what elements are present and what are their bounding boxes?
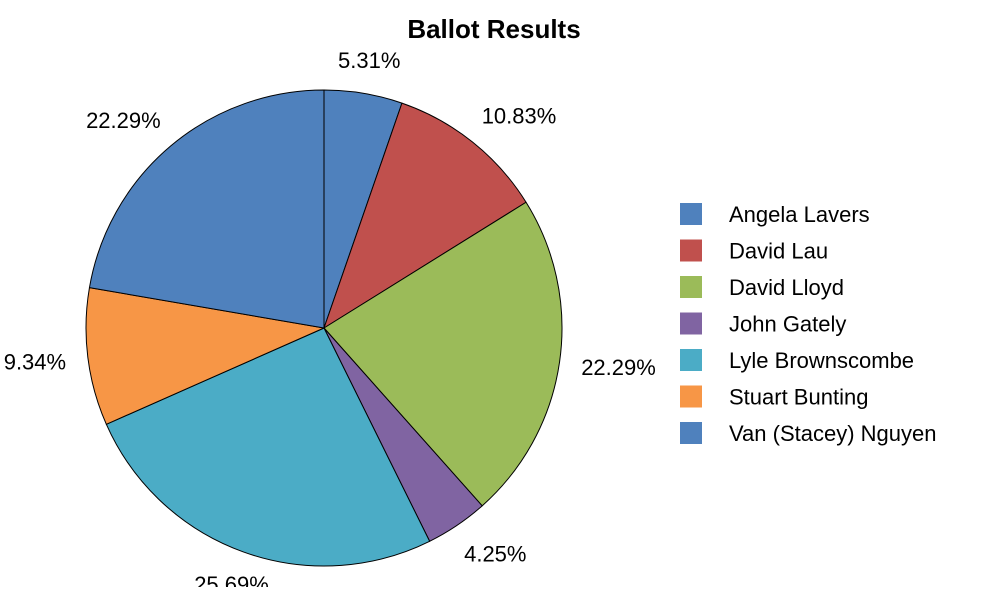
chart-title: Ballot Results (407, 14, 580, 44)
legend-label-john-gately: John Gately (729, 312, 846, 337)
chart-legend: Angela Lavers David Lau David Lloyd John Ga… (680, 202, 936, 446)
data-label-david-lau: 10.83% (482, 104, 557, 129)
legend-label-lyle-brownscombe: Lyle Brownscombe (729, 348, 914, 373)
legend-item-john-gately: John Gately (680, 312, 846, 337)
pie-slice-van-stacey-nguyen (88, 89, 325, 329)
data-label-stuart-bunting: 9.34% (4, 349, 66, 374)
legend-label-van-stacey-nguyen: Van (Stacey) Nguyen (729, 421, 936, 446)
pie-slices (85, 89, 563, 567)
data-label-van-stacey-nguyen: 22.29% (86, 108, 161, 133)
pie-slice-lyle-brownscombe (105, 327, 431, 567)
legend-swatch-lyle-brownscombe (680, 349, 702, 371)
legend-label-david-lloyd: David Lloyd (729, 275, 844, 300)
legend-label-david-lau: David Lau (729, 239, 828, 264)
data-label-david-lloyd: 22.29% (581, 355, 656, 380)
legend-swatch-stuart-bunting (680, 385, 702, 408)
data-label-lyle-brownscombe: 25.69% (194, 572, 269, 587)
pie-slice-david-lau (323, 102, 527, 329)
pie-slice-david-lloyd (323, 201, 563, 507)
legend-swatch-david-lloyd (680, 276, 702, 298)
legend-item-angela-lavers: Angela Lavers (680, 202, 870, 227)
legend-swatch-john-gately (680, 312, 702, 335)
legend-swatch-david-lau (680, 239, 702, 262)
legend-item-stuart-bunting: Stuart Bunting (680, 385, 868, 410)
legend-swatch-angela-lavers (680, 203, 702, 225)
data-label-john-gately: 4.25% (464, 542, 526, 567)
legend-item-van-stacey-nguyen: Van (Stacey) Nguyen (680, 421, 936, 446)
legend-item-lyle-brownscombe: Lyle Brownscombe (680, 348, 914, 373)
legend-item-david-lau: David Lau (680, 239, 828, 264)
legend-swatch-van-stacey-nguyen (680, 422, 702, 444)
legend-item-david-lloyd: David Lloyd (680, 275, 844, 300)
data-label-angela-lavers: 5.31% (338, 48, 400, 73)
pie-slice-stuart-bunting (85, 287, 325, 425)
legend-label-angela-lavers: Angela Lavers (729, 202, 870, 227)
legend-label-stuart-bunting: Stuart Bunting (729, 385, 868, 410)
